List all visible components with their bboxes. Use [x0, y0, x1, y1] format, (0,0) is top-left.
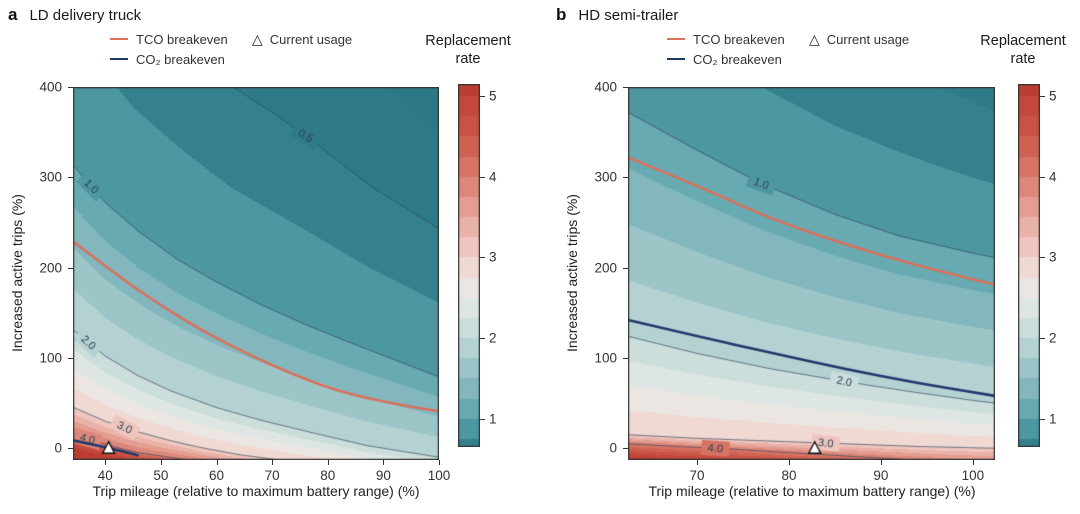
- colorbar-tick-mark: [1040, 176, 1045, 178]
- legend-label: Current usage: [826, 31, 910, 47]
- y-axis-title: Increased active trips (%): [9, 194, 25, 352]
- y-tick-label: 400: [39, 79, 62, 95]
- contour-plot-canvas: [628, 87, 995, 460]
- y-tick-mark: [623, 267, 628, 269]
- x-tick-label: 60: [208, 468, 225, 483]
- colorbar-tick-label: 5: [489, 88, 497, 104]
- x-tick-mark: [972, 460, 974, 465]
- panel-b-header: b HD semi-trailer: [556, 5, 678, 25]
- x-tick-label: 80: [320, 468, 336, 483]
- y-tick-mark: [68, 177, 73, 179]
- colorbar-title: Replacement rate: [425, 33, 511, 67]
- x-tick-label: 100: [961, 468, 985, 483]
- y-tick-label: 200: [39, 260, 62, 276]
- legend-item-co2: CO₂ breakeven: [667, 50, 782, 68]
- y-tick-mark: [623, 87, 628, 88]
- x-axis-title: Trip mileage (relative to maximum batter…: [92, 483, 420, 499]
- panel-letter: b: [556, 5, 567, 24]
- legend-item-current-usage: △ Current usage: [252, 30, 352, 48]
- x-tick-label: 50: [153, 468, 169, 483]
- x-tick-label: 90: [873, 468, 889, 483]
- y-tick-mark: [68, 267, 73, 269]
- colorbar-tick-mark: [480, 418, 485, 420]
- y-tick-label: 300: [39, 169, 62, 185]
- panel-title: HD semi-trailer: [578, 7, 679, 24]
- x-tick-mark: [216, 460, 218, 465]
- colorbar: [458, 84, 480, 447]
- colorbar-tick-label: 2: [489, 330, 497, 346]
- colorbar-tick-mark: [1040, 418, 1045, 420]
- colorbar-tick-mark: [480, 176, 485, 178]
- legend-label: CO₂ breakeven: [136, 51, 225, 67]
- y-tick-label: 100: [39, 350, 62, 366]
- x-tick-label: 40: [97, 468, 113, 483]
- panel-a-header: a LD delivery truck: [8, 5, 141, 25]
- x-tick-label: 70: [264, 468, 280, 483]
- y-tick-label: 200: [594, 260, 617, 276]
- x-tick-mark: [160, 460, 162, 465]
- legend-item-co2: CO₂ breakeven: [110, 50, 225, 68]
- x-axis-title: Trip mileage (relative to maximum batter…: [648, 483, 976, 499]
- x-tick-mark: [696, 460, 698, 465]
- y-tick-label: 100: [594, 350, 617, 366]
- x-tick-label: 90: [375, 468, 391, 483]
- x-tick-mark: [383, 460, 385, 465]
- colorbar-tick-label: 4: [1049, 169, 1057, 185]
- y-tick-mark: [623, 357, 628, 359]
- colorbar-tick-mark: [1040, 96, 1045, 98]
- x-tick-label: 70: [689, 468, 705, 483]
- colorbar-tick-mark: [1040, 257, 1045, 259]
- y-tick-mark: [68, 448, 73, 450]
- y-tick-mark: [623, 448, 628, 450]
- y-tick-mark: [68, 87, 73, 88]
- triangle-marker-icon: △: [252, 31, 263, 47]
- y-tick-label: 300: [594, 169, 617, 185]
- legend-item-tco: TCO breakeven: [667, 30, 785, 48]
- x-tick-label: 100: [427, 468, 451, 483]
- x-tick-mark: [105, 460, 107, 465]
- contour-plot-canvas: [73, 87, 439, 460]
- y-tick-label: 400: [594, 79, 617, 95]
- legend-item-current-usage: △ Current usage: [809, 30, 909, 48]
- colorbar-title: Replacement rate: [980, 33, 1066, 67]
- x-tick-mark: [439, 460, 440, 465]
- colorbar-tick-label: 3: [489, 249, 497, 265]
- legend-label: Current usage: [269, 31, 353, 47]
- legend-label: CO₂ breakeven: [693, 51, 782, 67]
- panel-title: LD delivery truck: [29, 7, 142, 24]
- legend-item-tco: TCO breakeven: [110, 30, 228, 48]
- x-tick-mark: [788, 460, 790, 465]
- colorbar-tick-label: 2: [1049, 330, 1057, 346]
- colorbar-tick-label: 5: [1049, 88, 1057, 104]
- triangle-marker-icon: △: [809, 31, 820, 47]
- legend-label: TCO breakeven: [693, 31, 785, 47]
- y-tick-mark: [68, 357, 73, 359]
- colorbar-tick-mark: [480, 338, 485, 340]
- tco-line-swatch: [110, 38, 128, 40]
- y-tick-label: 0: [54, 440, 62, 456]
- colorbar-tick-label: 3: [1049, 249, 1057, 265]
- y-tick-mark: [623, 177, 628, 179]
- colorbar-tick-label: 1: [1049, 411, 1057, 427]
- x-tick-mark: [327, 460, 329, 465]
- x-tick-mark: [880, 460, 882, 465]
- colorbar: [1018, 84, 1040, 447]
- panel-letter: a: [8, 5, 18, 24]
- y-axis-title: Increased active trips (%): [564, 194, 580, 352]
- colorbar-tick-label: 4: [489, 169, 497, 185]
- co2-line-swatch: [110, 58, 128, 60]
- colorbar-tick-mark: [480, 96, 485, 98]
- y-tick-label: 0: [609, 440, 617, 456]
- legend-label: TCO breakeven: [136, 31, 228, 47]
- colorbar-tick-mark: [480, 257, 485, 259]
- colorbar-tick-mark: [1040, 338, 1045, 340]
- colorbar-tick-label: 1: [489, 411, 497, 427]
- co2-line-swatch: [667, 58, 685, 60]
- tco-line-swatch: [667, 38, 685, 40]
- x-tick-label: 80: [781, 468, 797, 483]
- x-tick-mark: [272, 460, 274, 465]
